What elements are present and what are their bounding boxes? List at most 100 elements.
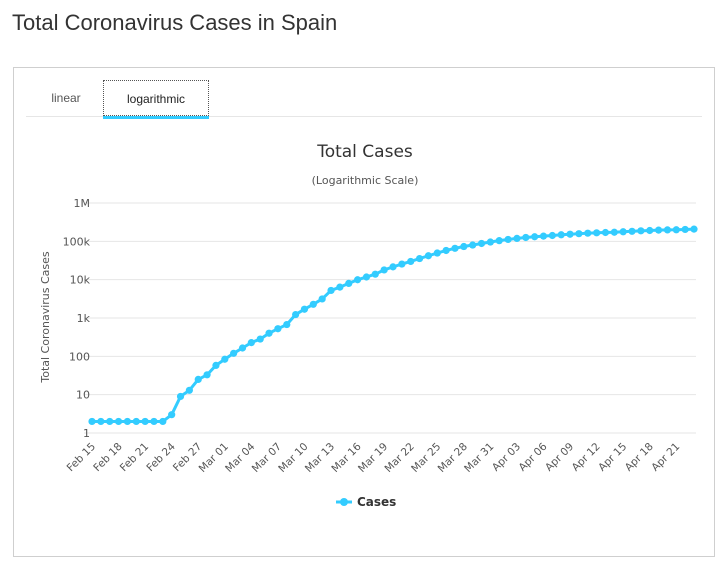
tab-linear[interactable]: linear	[51, 91, 81, 105]
data-point	[433, 249, 441, 257]
y-tick-label: 10	[76, 389, 90, 402]
data-point	[619, 228, 627, 236]
data-point	[203, 371, 211, 379]
data-point	[88, 417, 96, 426]
data-point	[274, 325, 282, 333]
data-point	[663, 226, 672, 234]
data-point	[159, 417, 167, 426]
series-line-cases	[92, 227, 695, 423]
data-point	[486, 238, 494, 246]
data-point	[637, 227, 645, 235]
y-tick-label: 100	[69, 350, 90, 363]
data-point	[610, 228, 618, 236]
data-point	[672, 226, 680, 234]
data-point	[265, 329, 273, 337]
tab-logarithmic-label: logarithmic	[126, 92, 186, 106]
data-point	[114, 417, 123, 426]
data-point	[531, 233, 539, 241]
data-point	[504, 235, 512, 244]
legend[interactable]: Cases	[336, 495, 396, 509]
data-point	[362, 273, 371, 281]
data-point	[398, 260, 406, 268]
data-point	[238, 344, 247, 352]
data-point	[168, 411, 176, 419]
data-point	[389, 263, 397, 271]
data-point	[256, 335, 264, 343]
x-tick-label: Feb 21	[118, 441, 151, 474]
data-point	[247, 339, 255, 347]
x-tick-label: Feb 18	[91, 441, 124, 474]
chart-title: Total Cases	[316, 142, 413, 162]
data-point	[566, 230, 574, 238]
data-point	[327, 286, 335, 295]
y-tick-label: 1k	[77, 312, 91, 325]
data-point	[283, 320, 291, 329]
y-tick-label: 100k	[63, 235, 91, 248]
data-point	[353, 276, 362, 284]
tab-logarithmic[interactable]: logarithmic	[103, 80, 209, 119]
data-point	[336, 283, 344, 291]
data-point	[575, 230, 583, 238]
x-tick-label: Apr 09	[543, 441, 576, 474]
data-point	[132, 417, 140, 426]
legend-item-cases[interactable]: Cases	[357, 495, 396, 509]
data-point	[380, 266, 388, 274]
data-point	[584, 229, 592, 237]
y-tick-label: 10k	[70, 274, 91, 287]
data-point	[593, 229, 601, 237]
chart-subtitle: (Logarithmic Scale)	[312, 174, 419, 187]
data-point	[469, 241, 477, 249]
x-tick-label: Apr 18	[623, 441, 656, 474]
data-point	[557, 231, 565, 239]
data-point	[601, 228, 610, 237]
data-point	[230, 349, 238, 357]
data-point	[150, 417, 158, 426]
data-point	[628, 227, 636, 235]
data-point	[212, 361, 220, 370]
data-point	[451, 244, 459, 252]
data-point	[345, 279, 353, 288]
data-point	[548, 231, 556, 240]
data-point	[123, 417, 132, 426]
active-tab-indicator	[103, 116, 209, 119]
series-cases	[88, 225, 698, 426]
data-point	[194, 375, 202, 384]
data-point	[318, 295, 326, 303]
y-tick-label: 1M	[74, 197, 91, 210]
data-point	[460, 242, 468, 251]
cases-chart: Total Cases (Logarithmic Scale) Total Co…	[39, 142, 698, 509]
data-point	[176, 392, 185, 401]
data-point	[185, 386, 193, 394]
data-point	[654, 226, 663, 234]
data-point	[97, 417, 105, 426]
y-tick-label: 1	[83, 427, 90, 440]
data-point	[539, 232, 548, 240]
data-point	[646, 226, 654, 235]
page-title: Total Coronavirus Cases in Spain	[12, 10, 338, 35]
data-point	[477, 239, 486, 248]
data-point	[300, 305, 309, 313]
y-axis-label: Total Coronavirus Cases	[39, 251, 52, 384]
data-point	[442, 246, 450, 255]
x-tick-label: Feb 15	[65, 441, 98, 474]
data-point	[407, 257, 415, 266]
chart-panel: linear logarithmic Total Cases (Logarith…	[13, 67, 715, 557]
x-tick-label: Apr 12	[570, 441, 603, 474]
x-tick-label: Apr 15	[596, 441, 629, 474]
data-point	[424, 252, 433, 260]
x-tick-label: Mar 31	[462, 441, 496, 475]
x-tick-label: Apr 03	[490, 441, 523, 474]
data-point	[415, 254, 424, 263]
data-point	[106, 417, 114, 426]
data-point	[309, 300, 317, 308]
data-point	[141, 417, 149, 426]
data-point	[522, 233, 530, 242]
data-point	[513, 234, 521, 243]
x-tick-label: Apr 06	[516, 440, 549, 473]
x-tick-label: Apr 21	[649, 441, 682, 474]
scale-tabs: linear logarithmic	[26, 80, 702, 119]
grid-lines	[84, 202, 696, 434]
data-point	[690, 225, 698, 233]
data-point	[495, 237, 503, 245]
